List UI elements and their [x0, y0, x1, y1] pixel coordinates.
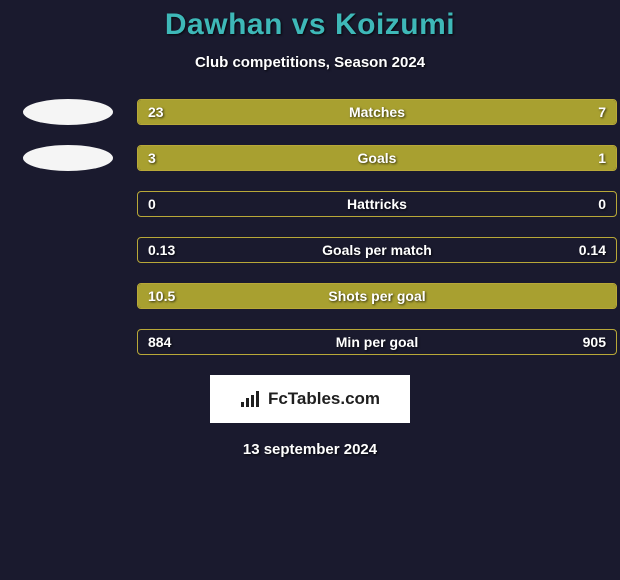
date-text: 13 september 2024: [0, 441, 620, 458]
comparison-infographic: Dawhan vs Koizumi Club competitions, Sea…: [0, 0, 620, 580]
stat-value-left: 0.13: [148, 242, 175, 258]
stat-label: Matches: [349, 104, 405, 120]
stats-section: 23 Matches 7 3 Goals 1 0 Ha: [137, 99, 483, 355]
stat-value-right: 1: [598, 150, 606, 166]
stat-row-shots-per-goal: 10.5 Shots per goal: [137, 283, 617, 309]
stat-label: Min per goal: [336, 334, 418, 350]
stat-row-goals-per-match: 0.13 Goals per match 0.14: [137, 237, 617, 263]
stat-bar: 884 Min per goal 905: [137, 329, 617, 355]
stat-row-matches: 23 Matches 7: [137, 99, 617, 125]
brand-text: FcTables.com: [268, 389, 380, 409]
player-photo-left: [23, 99, 113, 125]
stat-value-left: 3: [148, 150, 156, 166]
stat-label: Goals per match: [322, 242, 432, 258]
stat-value-right: 0.14: [579, 242, 606, 258]
stat-bar: 3 Goals 1: [137, 145, 617, 171]
subtitle: Club competitions, Season 2024: [0, 54, 620, 71]
stat-value-right: 7: [598, 104, 606, 120]
chart-icon: [240, 390, 262, 408]
stat-bar: 23 Matches 7: [137, 99, 617, 125]
stat-value-left: 23: [148, 104, 164, 120]
stat-value-right: 905: [583, 334, 606, 350]
bar-fill-left: [138, 146, 497, 170]
stat-label: Shots per goal: [328, 288, 425, 304]
player-photo-left: [23, 145, 113, 171]
stat-value-left: 884: [148, 334, 171, 350]
stat-bar: 0.13 Goals per match 0.14: [137, 237, 617, 263]
bar-fill-left: [138, 100, 505, 124]
stat-row-hattricks: 0 Hattricks 0: [137, 191, 617, 217]
stat-bar: 10.5 Shots per goal: [137, 283, 617, 309]
page-title: Dawhan vs Koizumi: [0, 8, 620, 42]
stat-value-right: 0: [598, 196, 606, 212]
stat-label: Hattricks: [347, 196, 407, 212]
stat-value-left: 0: [148, 196, 156, 212]
stat-row-min-per-goal: 884 Min per goal 905: [137, 329, 617, 355]
brand-logo[interactable]: FcTables.com: [210, 375, 410, 423]
stat-row-goals: 3 Goals 1: [137, 145, 617, 171]
stat-value-left: 10.5: [148, 288, 175, 304]
stat-label: Goals: [358, 150, 397, 166]
stat-bar: 0 Hattricks 0: [137, 191, 617, 217]
